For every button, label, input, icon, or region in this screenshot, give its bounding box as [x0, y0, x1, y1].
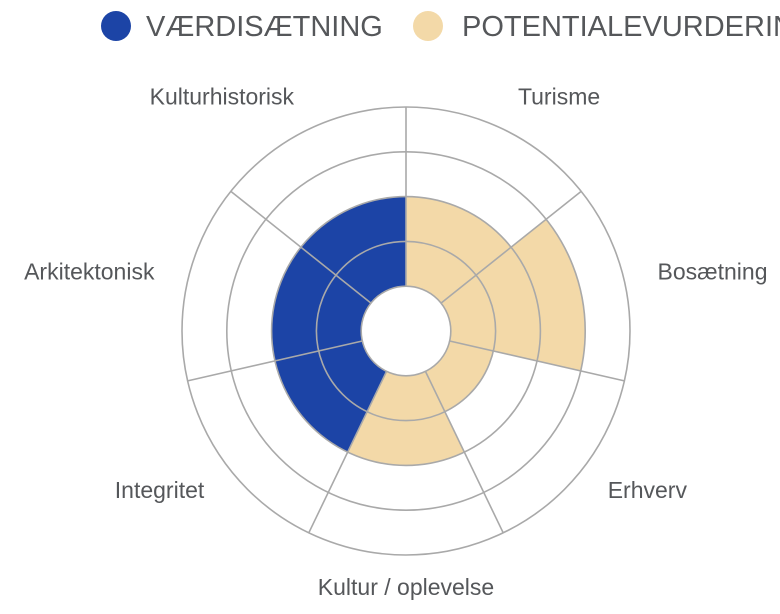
grid-group — [181, 106, 631, 556]
axis-label-turisme: Turisme — [518, 84, 600, 110]
axis-labels: Turisme Bosætning Erhverv Kultur / oplevels… — [24, 84, 767, 600]
grid-spoke-2 — [449, 340, 625, 382]
sector-turisme — [406, 196, 512, 304]
grid-spoke-3 — [424, 371, 504, 534]
axis-label-kultur-oplevelse: Kultur / oplevelse — [318, 574, 494, 600]
axis-label-arkitektonisk: Arkitektonisk — [24, 259, 155, 285]
grid-spoke-6 — [230, 190, 372, 304]
legend-label-potentialevurdering: POTENTIALEVURDERING — [462, 11, 780, 43]
axis-label-kulturhistorisk: Kulturhistorisk — [150, 84, 295, 110]
sector-group — [271, 196, 586, 466]
sector-erhverv — [425, 340, 494, 412]
axis-label-bos-tning: Bosætning — [658, 259, 768, 285]
grid-spoke-1 — [440, 190, 582, 304]
axis-label-integritet: Integritet — [115, 477, 205, 503]
legend-label-vaerdisaetning: VÆRDISÆTNING — [146, 11, 383, 43]
sector-integritet — [274, 340, 387, 453]
legend-marker-vaerdisaetning — [101, 11, 131, 41]
legend-marker-potentialevurdering — [413, 11, 443, 41]
sector-bos-tning — [441, 219, 586, 371]
legend: VÆRDISÆTNING POTENTIALEVURDERING — [101, 11, 780, 43]
grid-spoke-4 — [308, 371, 388, 534]
grid-ring-1 — [360, 285, 452, 377]
grid-spoke-5 — [187, 340, 363, 382]
sector-kultur-oplevelse — [347, 371, 465, 466]
axis-label-erhverv: Erhverv — [608, 477, 688, 503]
sector-kulturhistorisk — [300, 196, 406, 304]
